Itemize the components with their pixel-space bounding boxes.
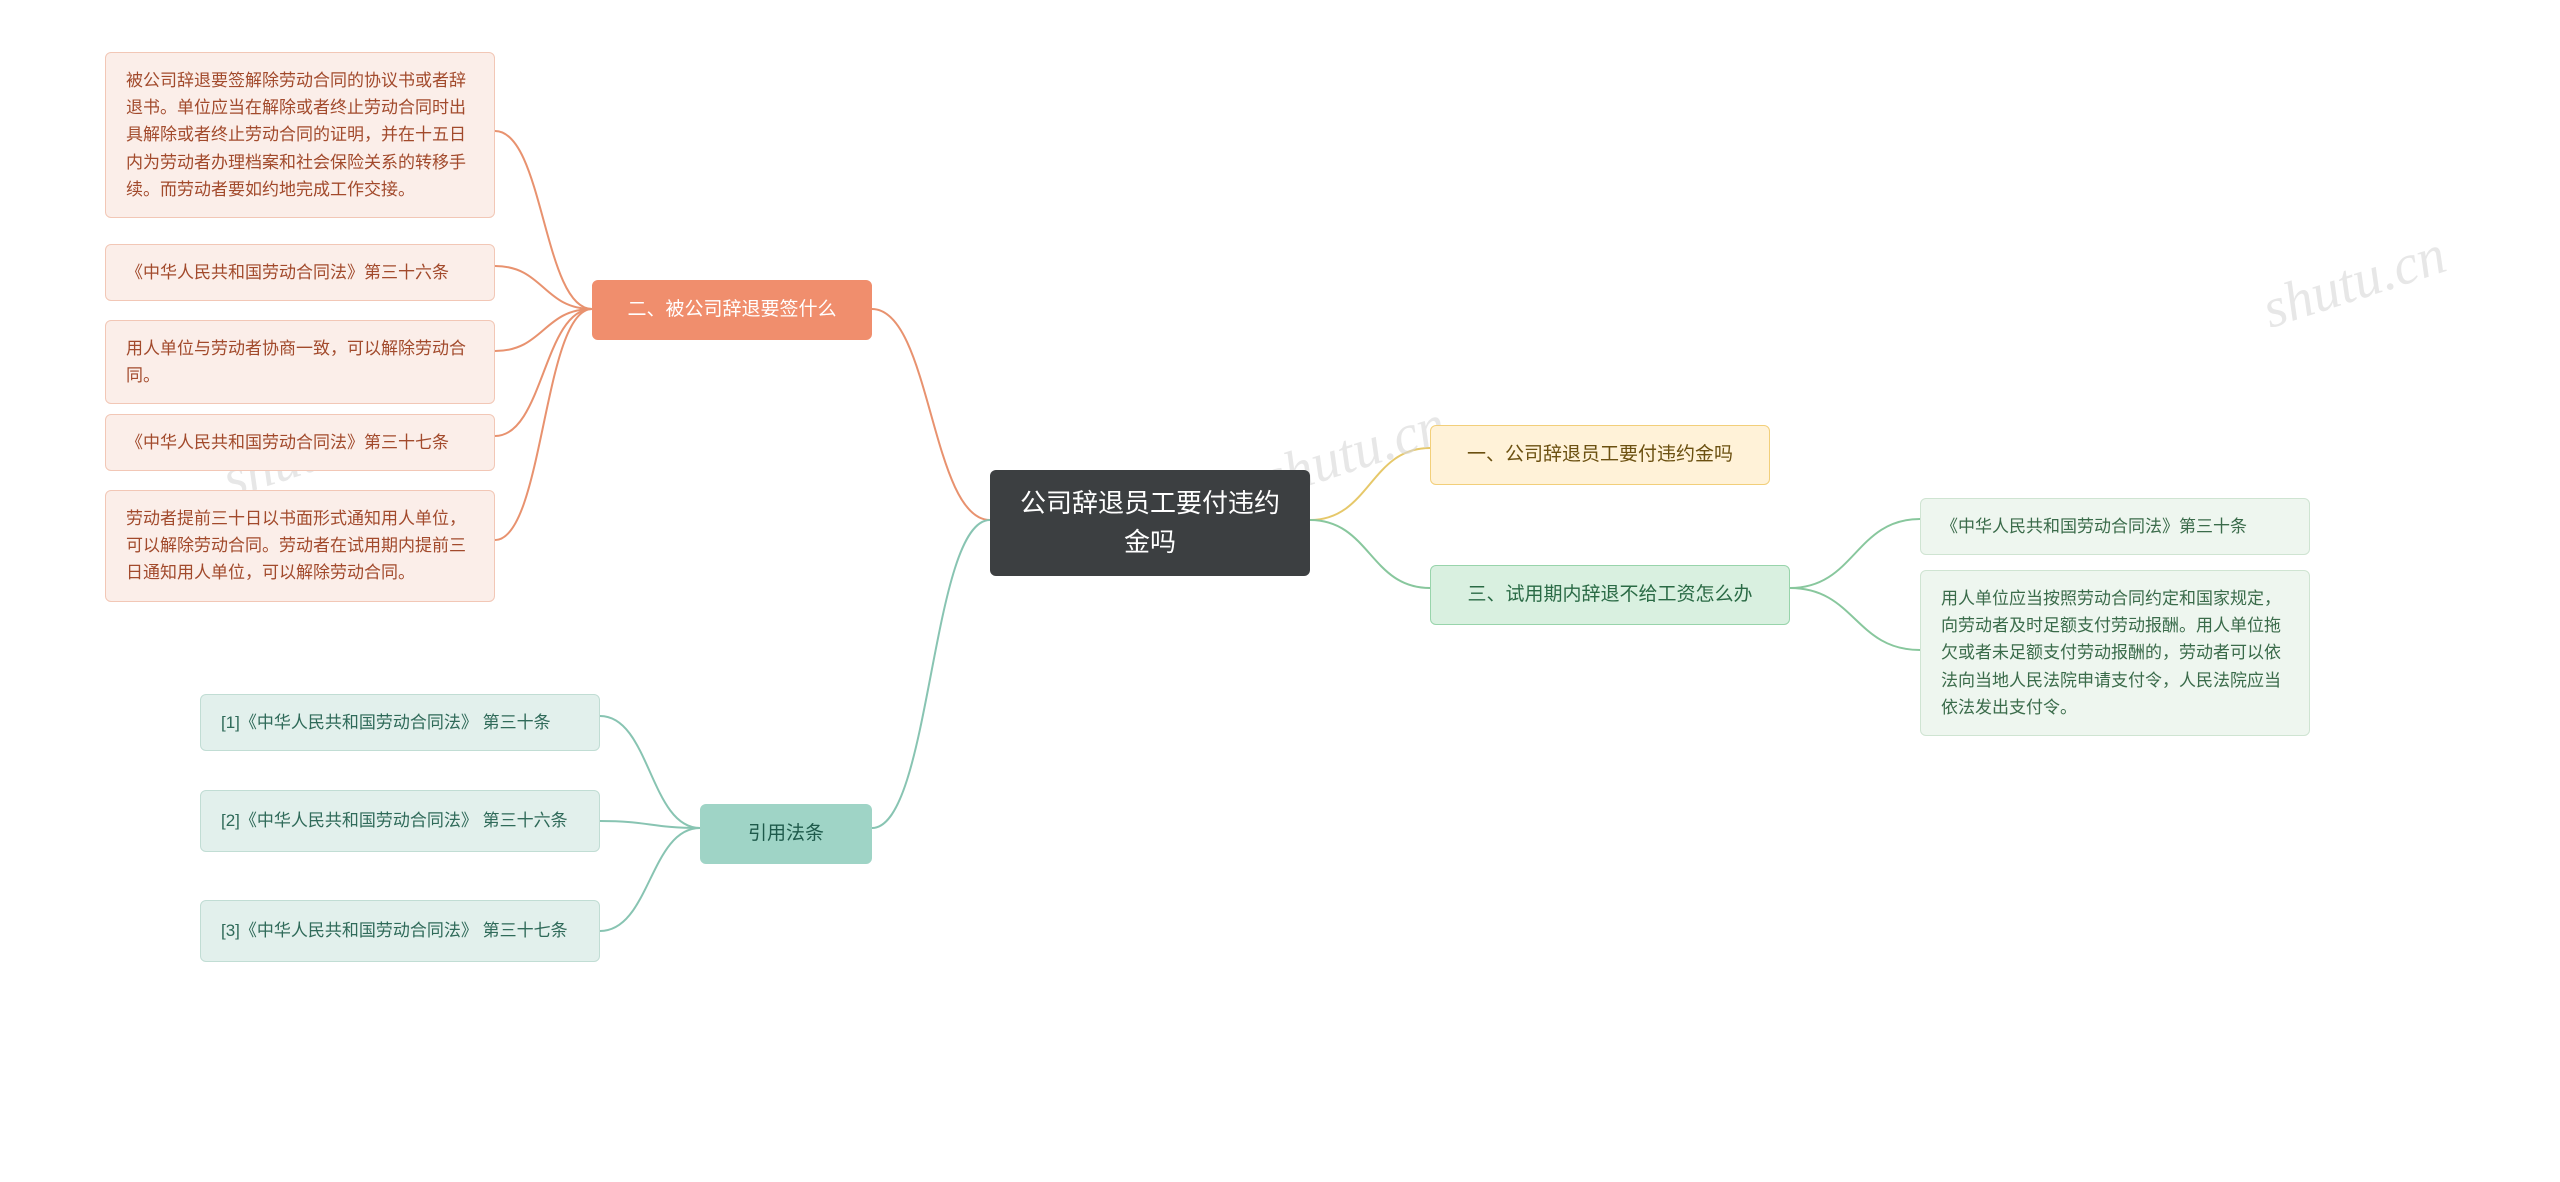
leaf-node: 《中华人民共和国劳动合同法》第三十七条: [105, 414, 495, 471]
watermark: shutu.cn: [2255, 222, 2454, 341]
leaf-node: 《中华人民共和国劳动合同法》第三十条: [1920, 498, 2310, 555]
leaf-node: 用人单位与劳动者协商一致，可以解除劳动合同。: [105, 320, 495, 404]
leaf-node: [1]《中华人民共和国劳动合同法》 第三十条: [200, 694, 600, 751]
leaf-node: 《中华人民共和国劳动合同法》第三十六条: [105, 244, 495, 301]
leaf-node: [2]《中华人民共和国劳动合同法》 第三十六条: [200, 790, 600, 852]
branch-r1: 一、公司辞退员工要付违约金吗: [1430, 425, 1770, 485]
leaf-node: [3]《中华人民共和国劳动合同法》 第三十七条: [200, 900, 600, 962]
branch-l2: 二、被公司辞退要签什么: [592, 280, 872, 340]
branch-l4: 引用法条: [700, 804, 872, 864]
center-node: 公司辞退员工要付违约金吗: [990, 470, 1310, 576]
branch-r3: 三、试用期内辞退不给工资怎么办: [1430, 565, 1790, 625]
leaf-node: 被公司辞退要签解除劳动合同的协议书或者辞退书。单位应当在解除或者终止劳动合同时出…: [105, 52, 495, 218]
leaf-node: 用人单位应当按照劳动合同约定和国家规定，向劳动者及时足额支付劳动报酬。用人单位拖…: [1920, 570, 2310, 736]
leaf-node: 劳动者提前三十日以书面形式通知用人单位，可以解除劳动合同。劳动者在试用期内提前三…: [105, 490, 495, 602]
